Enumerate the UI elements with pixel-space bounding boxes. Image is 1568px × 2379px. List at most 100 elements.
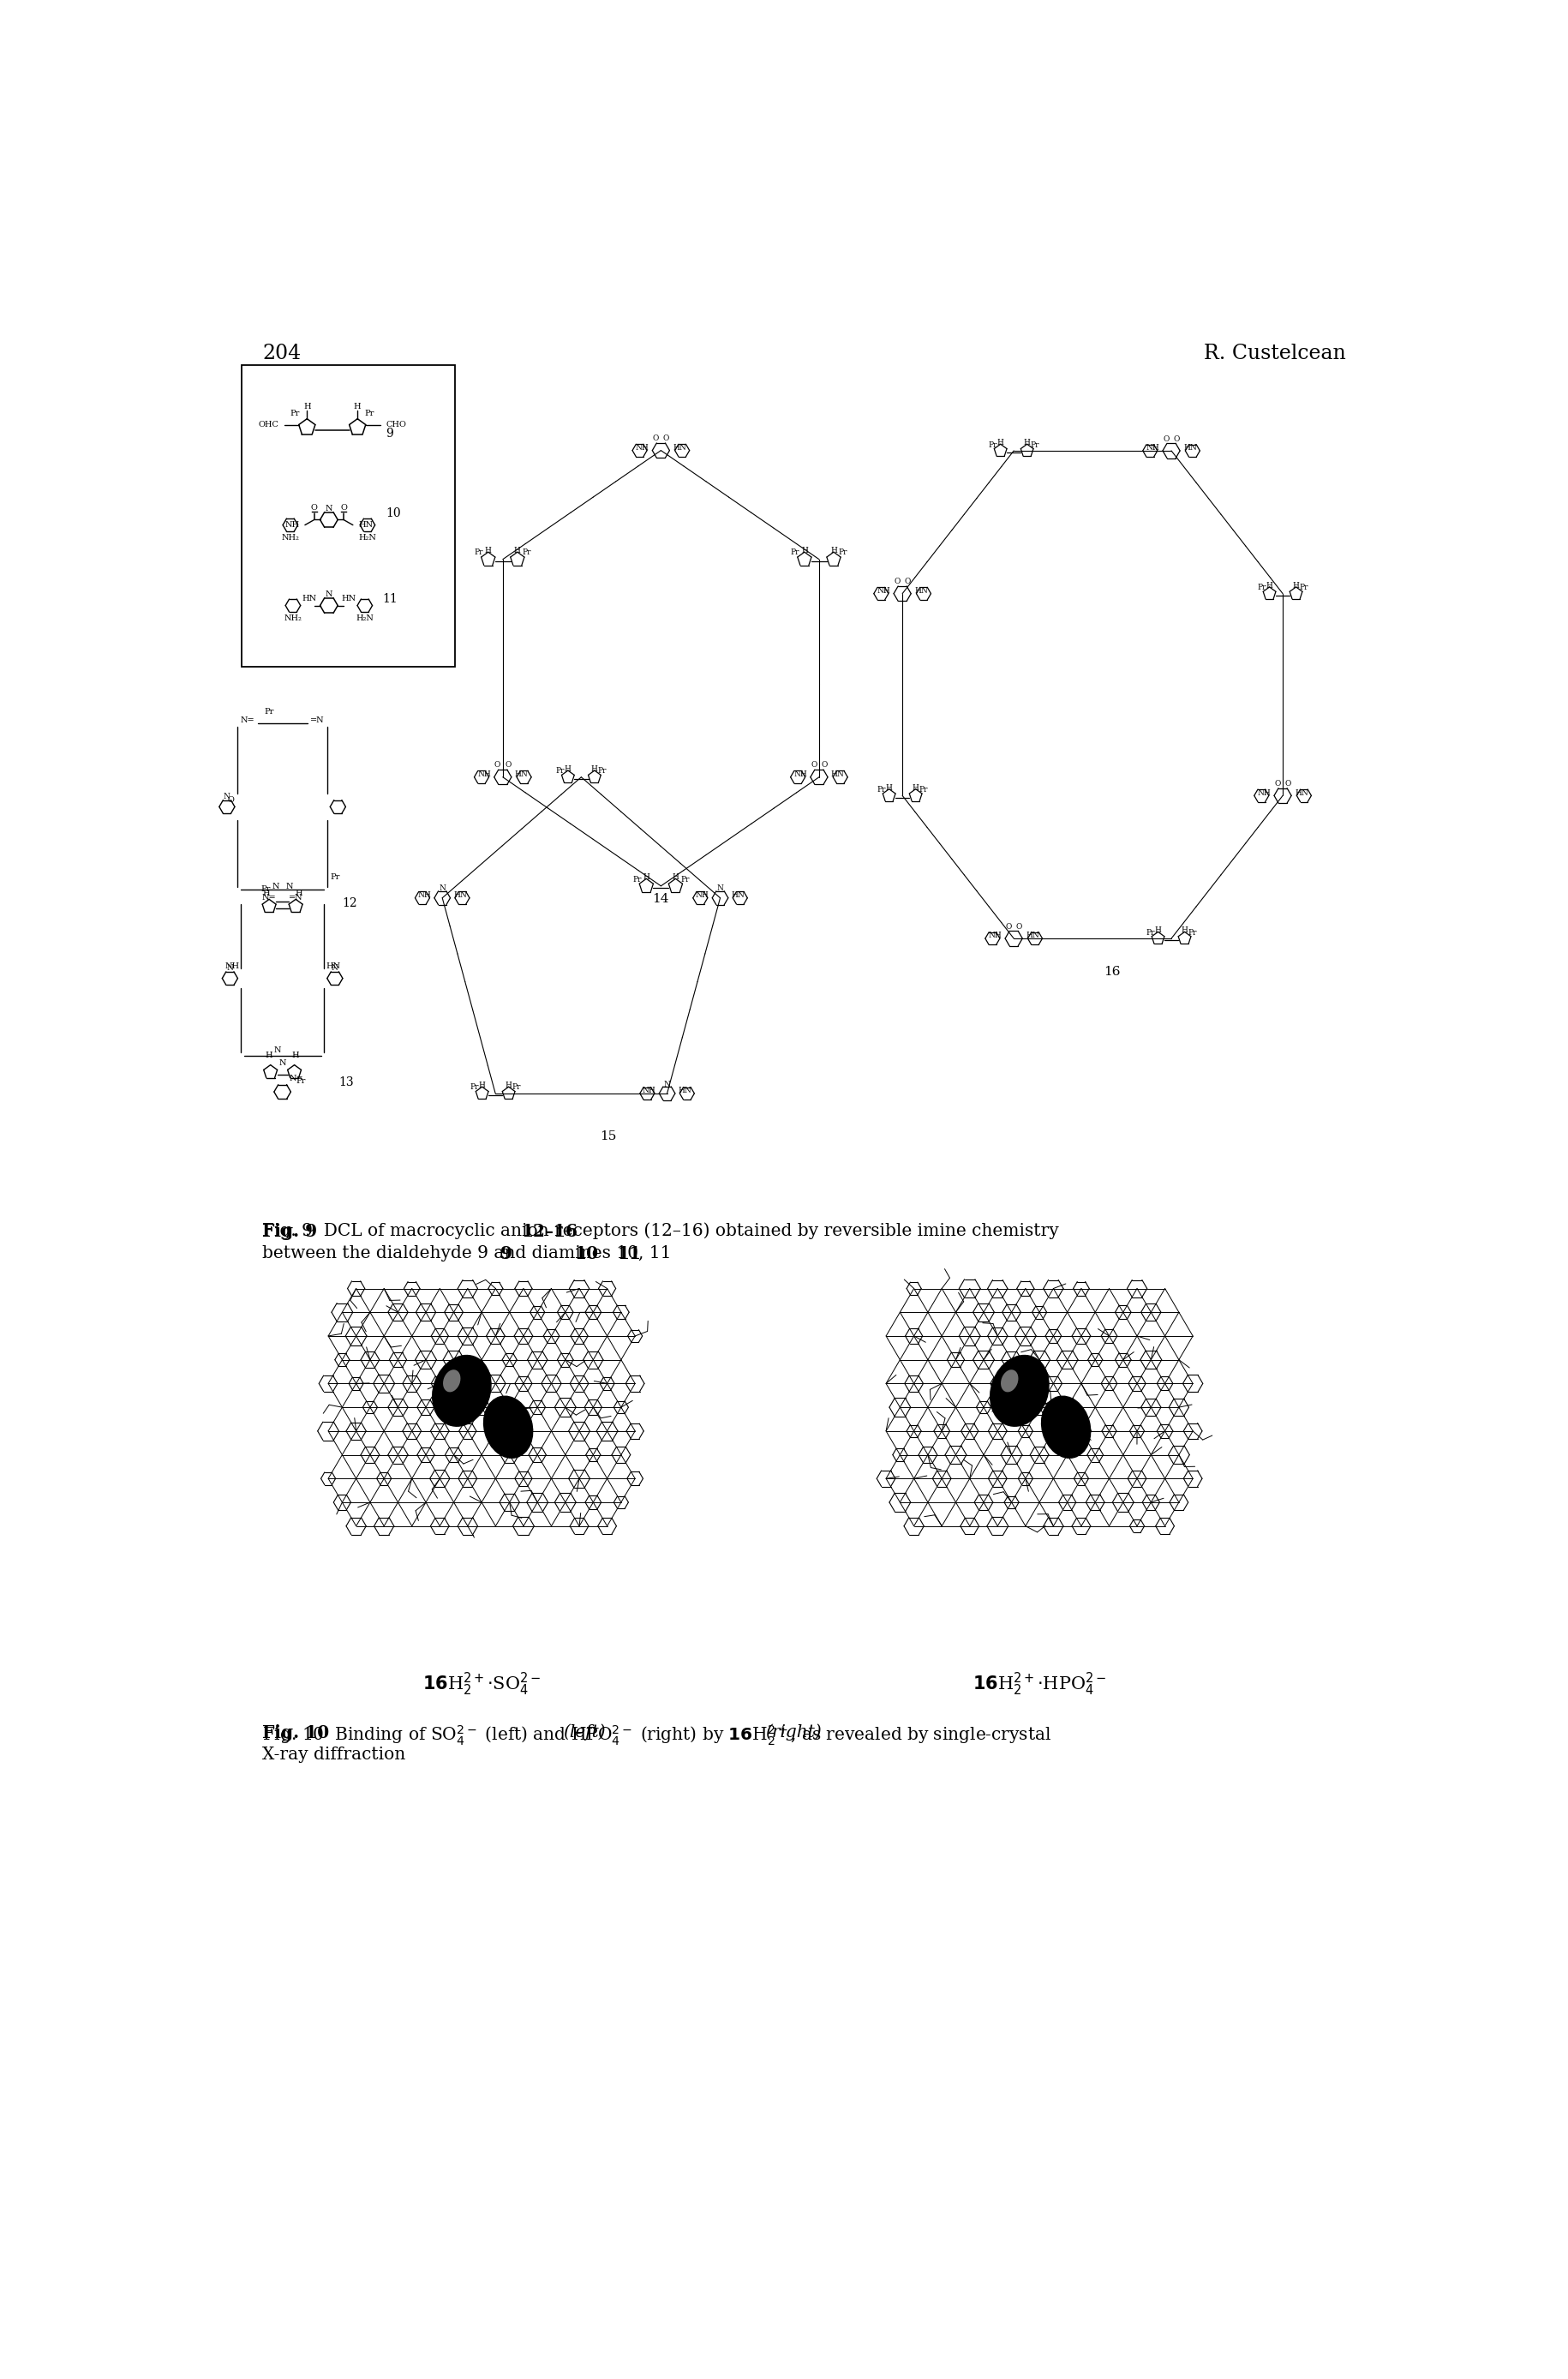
Text: O: O (1162, 435, 1168, 442)
Text: H: H (262, 890, 270, 897)
Text: H: H (911, 783, 919, 792)
Text: O: O (1005, 923, 1011, 930)
Text: N: N (273, 1047, 281, 1054)
Text: N: N (663, 1080, 670, 1087)
Text: NH: NH (1145, 445, 1159, 452)
Text: 13: 13 (339, 1075, 354, 1087)
Text: O: O (894, 578, 900, 585)
Text: CHO: CHO (386, 421, 406, 428)
Text: HN: HN (831, 771, 844, 778)
Text: H: H (1024, 440, 1030, 447)
Text: O: O (505, 761, 511, 768)
Text: NH: NH (417, 892, 431, 899)
Ellipse shape (989, 1356, 1049, 1425)
Text: HN: HN (1294, 790, 1308, 797)
Text: H: H (591, 766, 597, 773)
Text: N=: N= (240, 716, 254, 723)
Text: Pr: Pr (290, 409, 299, 416)
Text: 15: 15 (599, 1130, 616, 1142)
Text: NH: NH (635, 445, 649, 452)
Text: HN: HN (677, 1087, 691, 1094)
Text: Fig. 9: Fig. 9 (262, 1223, 317, 1239)
Text: R. Custelcean: R. Custelcean (1203, 343, 1345, 364)
Text: X-ray diffraction: X-ray diffraction (262, 1746, 406, 1763)
Text: NH: NH (877, 588, 891, 595)
Text: HN: HN (301, 595, 317, 602)
Text: Pr: Pr (331, 873, 340, 880)
Text: Pr: Pr (511, 1085, 521, 1092)
Text: 204: 204 (262, 343, 301, 364)
Text: Pr: Pr (522, 550, 532, 557)
Text: N: N (717, 885, 723, 892)
Text: Pr: Pr (681, 875, 688, 883)
Text: N: N (331, 963, 339, 973)
Text: H: H (1292, 583, 1298, 590)
Text: H: H (564, 766, 571, 773)
Text: 11: 11 (383, 592, 398, 604)
Text: N: N (226, 963, 234, 973)
Text: Pr: Pr (295, 1078, 306, 1085)
Text: O: O (1173, 435, 1179, 442)
Bar (241, 364, 455, 666)
Text: O: O (820, 761, 826, 768)
Text: N: N (285, 883, 293, 890)
Text: N: N (325, 504, 332, 511)
Text: NH: NH (641, 1087, 655, 1094)
Text: O: O (1284, 780, 1290, 787)
Text: Pr: Pr (555, 768, 564, 776)
Text: O: O (663, 435, 670, 442)
Text: Pr: Pr (364, 409, 375, 416)
Text: 16: 16 (1104, 966, 1120, 978)
Text: 12: 12 (342, 897, 358, 909)
Text: Pr: Pr (263, 709, 274, 716)
Text: H: H (886, 783, 892, 792)
Text: 14: 14 (652, 892, 670, 904)
Text: HN: HN (1182, 445, 1196, 452)
Text: NH: NH (988, 933, 1002, 940)
Text: H: H (295, 890, 303, 897)
Text: HN: HN (342, 595, 356, 602)
Text: 10: 10 (574, 1244, 599, 1263)
Text: H: H (997, 440, 1004, 447)
Text: H: H (353, 402, 361, 412)
Text: Pr: Pr (988, 440, 997, 450)
Text: Pr: Pr (597, 768, 607, 776)
Text: O: O (340, 504, 347, 511)
Text: HN: HN (453, 892, 467, 899)
Text: $\mathbf{16}$H$_2^{2+}$$\cdot$SO$_4^{2-}$: $\mathbf{16}$H$_2^{2+}$$\cdot$SO$_4^{2-}… (422, 1670, 541, 1699)
Text: HN: HN (358, 521, 373, 528)
Text: Pr: Pr (1145, 928, 1154, 937)
Text: N=: N= (262, 895, 276, 902)
Text: H: H (485, 547, 491, 554)
Text: O: O (494, 761, 500, 768)
Text: Pr: Pr (260, 885, 271, 892)
Text: H: H (1181, 928, 1187, 935)
Text: N=: N= (289, 1075, 303, 1082)
Text: H: H (671, 873, 679, 880)
Ellipse shape (483, 1396, 533, 1458)
Text: HN: HN (731, 892, 745, 899)
Text: Pr: Pr (469, 1085, 478, 1092)
Text: O: O (1273, 780, 1279, 787)
Text: NH: NH (793, 771, 806, 778)
Text: Pr: Pr (919, 785, 928, 795)
Text: Fig. 10: Fig. 10 (262, 1725, 329, 1741)
Text: Fig. 9  DCL of macrocyclic anion receptors (12–16) obtained by reversible imine : Fig. 9 DCL of macrocyclic anion receptor… (262, 1223, 1058, 1239)
Text: N: N (224, 792, 230, 799)
Text: HN: HN (914, 588, 927, 595)
Text: N: N (439, 885, 445, 892)
Text: NH: NH (477, 771, 491, 778)
Text: H: H (478, 1082, 485, 1090)
Text: H: H (303, 402, 310, 412)
Text: N: N (279, 1059, 285, 1068)
Text: H: H (801, 547, 808, 554)
Text: 12–16: 12–16 (521, 1223, 577, 1239)
Text: Pr: Pr (837, 550, 847, 557)
Text: NH: NH (224, 963, 240, 971)
Text: HN: HN (514, 771, 528, 778)
Text: Pr: Pr (1256, 583, 1265, 592)
Text: NH: NH (1256, 790, 1270, 797)
Text: NH₂: NH₂ (284, 614, 301, 623)
Text: O: O (310, 504, 317, 511)
Ellipse shape (442, 1370, 461, 1392)
